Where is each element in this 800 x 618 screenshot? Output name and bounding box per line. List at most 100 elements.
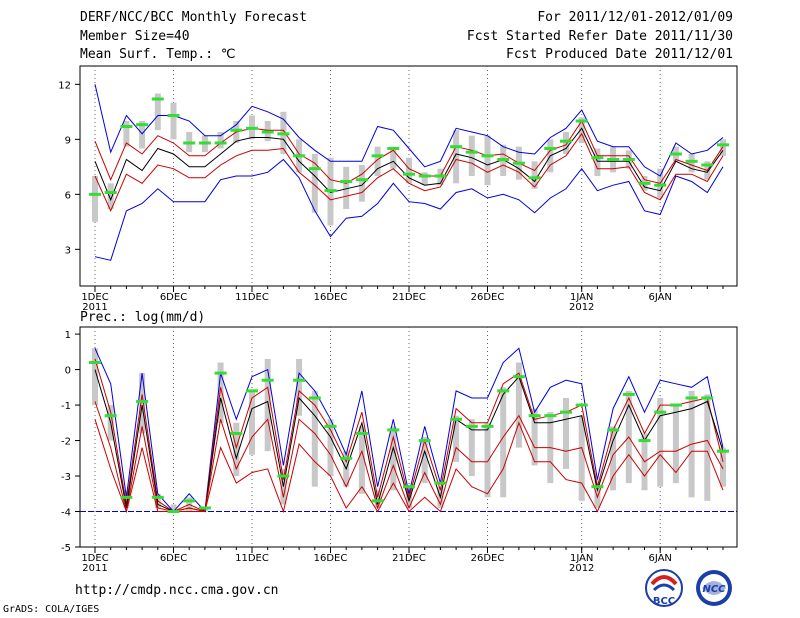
ensemble-box bbox=[421, 172, 428, 186]
observed-marker bbox=[371, 499, 384, 503]
y-tick-label: -2 bbox=[61, 437, 71, 448]
ensemble-box bbox=[720, 447, 726, 487]
observed-marker bbox=[230, 431, 243, 435]
observed-marker bbox=[324, 189, 337, 193]
y-tick-label: -5 bbox=[61, 543, 71, 554]
ensemble-box bbox=[374, 146, 381, 176]
x-tick-year-label: 2012 bbox=[569, 302, 594, 313]
x-tick-label: 16DEC bbox=[314, 292, 348, 303]
observed-marker bbox=[481, 424, 494, 428]
series-lower-line bbox=[94, 132, 724, 213]
y-tick-label: 6 bbox=[65, 190, 71, 201]
x-tick-label: 6DEC bbox=[160, 292, 187, 303]
ensemble-box bbox=[688, 154, 695, 173]
observed-marker bbox=[167, 114, 180, 117]
ensemble-box bbox=[421, 437, 428, 484]
observed-marker bbox=[638, 439, 651, 443]
series-min-line bbox=[94, 158, 724, 261]
observed-marker bbox=[512, 161, 525, 165]
member-size-label: Member Size=40 bbox=[80, 29, 190, 44]
fcst-produced-date: Fcst Produced Date 2011/12/01 bbox=[506, 47, 733, 62]
precip-variable-label: Prec.: log(mm/d) bbox=[80, 310, 206, 325]
observed-marker bbox=[403, 485, 415, 489]
observed-marker bbox=[104, 191, 117, 194]
ensemble-box bbox=[563, 132, 569, 154]
ensemble-box bbox=[468, 135, 475, 176]
observed-marker bbox=[591, 156, 604, 160]
observed-marker bbox=[136, 400, 149, 404]
series-max-line bbox=[94, 347, 724, 513]
observed-marker bbox=[717, 449, 729, 453]
source-url[interactable]: http://cmdp.ncc.cma.gov.cn bbox=[75, 583, 279, 598]
x-tick-label: 11DEC bbox=[235, 292, 269, 303]
y-tick-label: -4 bbox=[61, 508, 71, 519]
ensemble-box bbox=[358, 165, 365, 202]
observed-marker bbox=[591, 485, 604, 489]
observed-marker bbox=[277, 132, 290, 136]
observed-marker bbox=[104, 414, 117, 418]
y-tick-label: -3 bbox=[61, 472, 71, 483]
y-tick-label: 12 bbox=[58, 80, 71, 91]
ensemble-box bbox=[531, 408, 538, 466]
observed-marker bbox=[450, 417, 463, 421]
observed-marker bbox=[544, 147, 557, 150]
ensemble-box bbox=[610, 426, 617, 491]
observed-marker bbox=[450, 145, 463, 149]
ensemble-box bbox=[358, 426, 365, 494]
observed-marker bbox=[151, 97, 164, 101]
observed-marker bbox=[638, 181, 651, 185]
bcc-logo: BCC bbox=[645, 569, 683, 607]
y-tick-label: 3 bbox=[65, 245, 71, 256]
x-tick-label: 6JAN bbox=[648, 292, 671, 303]
observed-marker bbox=[308, 167, 321, 171]
ensemble-box bbox=[406, 157, 412, 184]
x-tick-year-label: 2011 bbox=[82, 302, 107, 313]
ensemble-box bbox=[154, 93, 161, 131]
observed-marker bbox=[418, 174, 431, 178]
series-lower-line bbox=[94, 401, 724, 513]
observed-marker bbox=[575, 403, 588, 407]
observed-marker bbox=[246, 126, 258, 130]
observed-marker bbox=[214, 141, 227, 145]
x-tick-label: 1DEC bbox=[81, 292, 108, 303]
observed-marker bbox=[512, 375, 525, 379]
observed-marker bbox=[230, 128, 243, 132]
observed-marker bbox=[544, 414, 557, 418]
ncc-logo-text: NCC bbox=[702, 584, 726, 595]
observed-marker bbox=[120, 495, 133, 499]
ensemble-box bbox=[170, 504, 177, 512]
x-tick-label: 11DEC bbox=[235, 553, 269, 564]
observed-marker bbox=[575, 119, 588, 123]
observed-marker bbox=[293, 378, 306, 382]
observed-marker bbox=[669, 403, 682, 407]
observed-marker bbox=[214, 371, 227, 375]
observed-marker bbox=[622, 392, 635, 396]
observed-marker bbox=[654, 183, 667, 187]
observed-marker bbox=[120, 125, 133, 128]
ensemble-box bbox=[233, 422, 240, 477]
observed-marker bbox=[669, 152, 682, 156]
ensemble-box bbox=[672, 405, 679, 484]
ensemble-box bbox=[123, 490, 130, 508]
observed-marker bbox=[246, 389, 258, 393]
bcc-logo-text: BCC bbox=[653, 596, 675, 607]
observed-marker bbox=[607, 158, 620, 161]
observed-marker bbox=[355, 431, 368, 435]
ensemble-box bbox=[139, 121, 146, 149]
ensemble-box bbox=[594, 479, 601, 508]
figure-title: DERF/NCC/BCC Monthly Forecast bbox=[80, 10, 307, 25]
observed-marker bbox=[685, 396, 698, 400]
observed-marker bbox=[340, 456, 353, 460]
grads-credit: GrADS: COLA/IGES bbox=[3, 604, 100, 615]
y-tick-label: 9 bbox=[65, 135, 71, 146]
observed-marker bbox=[622, 158, 635, 161]
x-tick-label: 6DEC bbox=[160, 553, 187, 564]
y-tick-label: -1 bbox=[61, 401, 71, 412]
observed-marker bbox=[418, 439, 431, 443]
observed-marker bbox=[560, 410, 572, 414]
ensemble-box bbox=[500, 387, 507, 498]
ensemble-box bbox=[578, 117, 585, 143]
observed-marker bbox=[183, 499, 196, 503]
